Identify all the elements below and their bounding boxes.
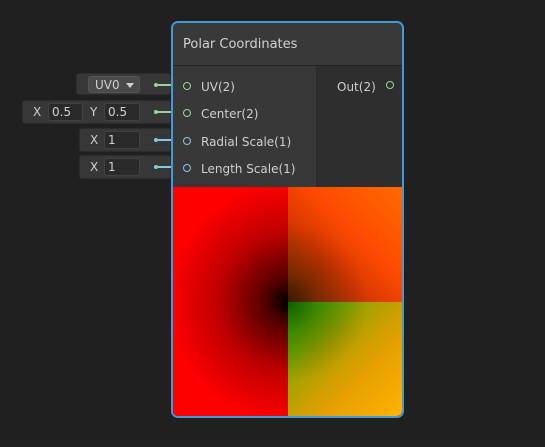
preview-left-half <box>173 187 288 416</box>
uv-dropdown-value: UV0 <box>95 78 120 92</box>
radial-scale-input-port[interactable] <box>183 137 191 145</box>
length-scale-input-label: Length Scale(1) <box>201 162 296 176</box>
uv-connector-dot <box>154 83 158 87</box>
polar-coordinates-node[interactable]: Polar Coordinates UV(2) Center(2) Radial… <box>171 21 404 418</box>
node-header[interactable]: Polar Coordinates <box>173 23 402 66</box>
length-scale-connector-dot <box>154 165 158 169</box>
center-field-container <box>22 100 171 124</box>
input-ports-panel: UV(2) Center(2) Radial Scale(1) Length S… <box>173 66 317 187</box>
center-x-value: 0.5 <box>52 105 72 119</box>
radial-scale-wire <box>158 139 183 141</box>
chevron-down-icon <box>126 83 134 88</box>
uv-input-port[interactable] <box>183 82 191 90</box>
length-scale-wire <box>158 166 183 168</box>
length-scale-x-input[interactable]: 1 <box>104 158 140 176</box>
out-output-port[interactable] <box>386 81 394 89</box>
length-scale-x-value: 1 <box>108 160 116 174</box>
out-output-label: Out(2) <box>337 80 376 94</box>
center-y-value: 0.5 <box>108 105 128 119</box>
center-y-label: Y <box>90 105 98 119</box>
node-preview <box>173 187 402 416</box>
uv-wire <box>158 84 183 86</box>
uv-dropdown[interactable]: UV0 <box>88 76 140 93</box>
radial-scale-x-input[interactable]: 1 <box>104 131 140 149</box>
radial-scale-x-value: 1 <box>108 133 116 147</box>
center-x-input[interactable]: 0.5 <box>48 103 83 121</box>
node-title: Polar Coordinates <box>183 37 298 52</box>
radial-scale-connector-dot <box>154 138 158 142</box>
center-x-label: X <box>33 105 42 119</box>
radial-scale-input-label: Radial Scale(1) <box>201 135 292 149</box>
preview-center-shade <box>288 187 402 416</box>
length-scale-input-port[interactable] <box>183 164 191 172</box>
center-connector-dot <box>154 110 158 114</box>
center-wire <box>158 111 183 113</box>
center-input-port[interactable] <box>183 109 191 117</box>
output-ports-panel: Out(2) <box>317 66 402 187</box>
radial-scale-x-label: X <box>90 133 99 147</box>
length-scale-x-label: X <box>90 160 99 174</box>
uv-input-label: UV(2) <box>201 80 235 94</box>
center-input-label: Center(2) <box>201 107 259 121</box>
center-y-input[interactable]: 0.5 <box>104 103 140 121</box>
